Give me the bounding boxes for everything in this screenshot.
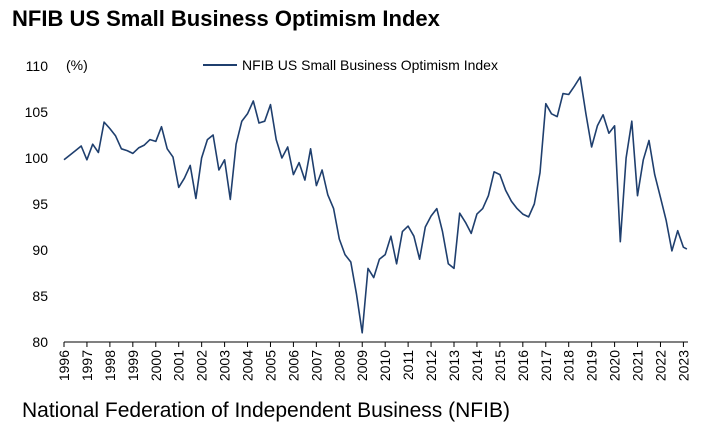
- y-tick-label: 105: [25, 104, 49, 120]
- x-tick-label: 2006: [285, 350, 301, 381]
- x-tick-label: 1996: [56, 350, 72, 381]
- x-tick-label: 2009: [354, 350, 370, 381]
- legend: NFIB US Small Business Optimism Index: [203, 57, 498, 73]
- chart-title: NFIB US Small Business Optimism Index: [12, 6, 440, 31]
- x-tick-label: 2016: [515, 350, 531, 381]
- y-tick-label: 100: [25, 150, 49, 166]
- x-tick-label: 2001: [171, 350, 187, 381]
- x-tick-label: 2022: [652, 350, 668, 381]
- x-tick-label: 2004: [240, 350, 256, 381]
- x-tick-label: 2020: [607, 350, 623, 381]
- x-tick-label: 1999: [125, 350, 141, 381]
- y-tick-label: 90: [32, 242, 48, 258]
- x-tick-label: 2008: [331, 350, 347, 381]
- x-tick-label: 2017: [538, 350, 554, 381]
- x-tick-label: 2002: [194, 350, 210, 381]
- x-tick-label: 2015: [492, 350, 508, 381]
- x-tick-label: 2013: [446, 350, 462, 381]
- x-tick-label: 2023: [675, 350, 691, 381]
- y-tick-label: 85: [32, 288, 48, 304]
- x-tick-label: 2007: [308, 350, 324, 381]
- x-tick-label: 1997: [79, 350, 95, 381]
- x-tick-label: 2019: [584, 350, 600, 381]
- y-tick-label: 110: [26, 58, 49, 74]
- x-tick-label: 2010: [377, 350, 393, 381]
- y-tick-label: 80: [32, 334, 48, 350]
- series-group: [63, 76, 688, 334]
- x-tick-label: 2018: [561, 350, 577, 381]
- y-tick-label: 95: [32, 196, 48, 212]
- legend-label: NFIB US Small Business Optimism Index: [242, 57, 498, 73]
- x-tick-label: 2012: [423, 350, 439, 381]
- x-tick-label: 2000: [148, 350, 164, 381]
- x-tick-label: 2003: [217, 350, 233, 381]
- x-tick-label: 1998: [102, 350, 118, 381]
- x-tick-label: 2005: [262, 350, 278, 381]
- x-tick-label: 2011: [400, 350, 416, 380]
- x-tick-label: 2021: [630, 350, 646, 381]
- y-axis-unit: (%): [66, 57, 88, 73]
- y-axis: 80 85 90 95 100 105 110: [25, 58, 49, 350]
- x-axis: 1996 1997 1998 1999 2000 2001 2002 2003 2004 2005…: [56, 342, 691, 381]
- series-line: [63, 76, 688, 334]
- source-note: National Federation of Independent Busin…: [22, 399, 510, 422]
- x-tick-label: 2014: [469, 350, 485, 381]
